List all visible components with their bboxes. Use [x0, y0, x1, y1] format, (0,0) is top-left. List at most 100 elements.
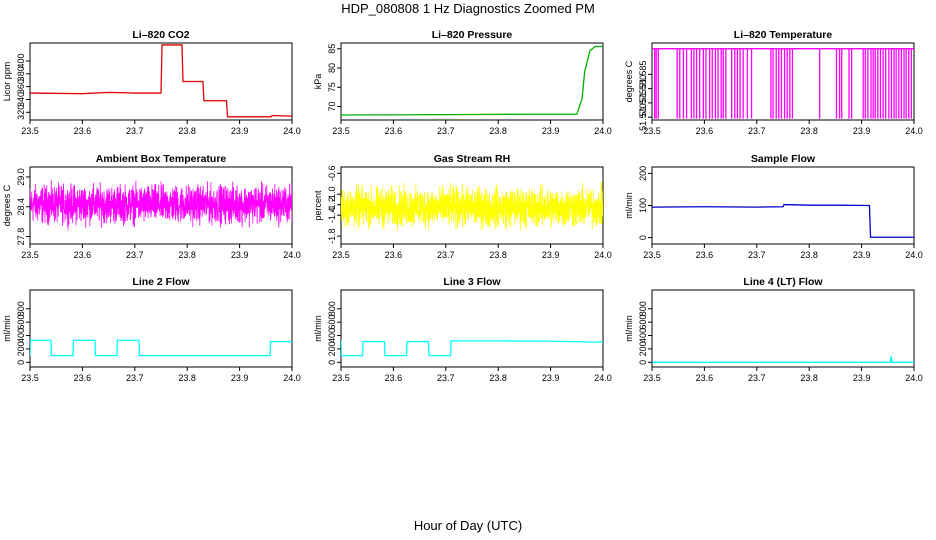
x-tick-label: 23.8: [178, 126, 196, 136]
x-tick-label: 23.9: [231, 373, 249, 383]
y-tick-label: 28.4: [16, 198, 26, 216]
y-tick-label: 75: [327, 82, 337, 92]
y-tick-label: 51.575: [638, 89, 648, 117]
chart-title: Gas Stream RH: [434, 153, 510, 165]
x-tick-label: 24.0: [905, 126, 923, 136]
chart-panel-5: Gas Stream RH percent 23.5 23.6 23.7 23.8 23.9…: [313, 153, 612, 260]
x-tick-label: 24.0: [283, 126, 301, 136]
x-tick-label: 23.5: [643, 250, 661, 260]
x-tick-label: 23.8: [489, 126, 507, 136]
x-tick-label: 23.7: [748, 126, 766, 136]
x-tick-label: 23.8: [800, 373, 818, 383]
y-tick-label: 70: [327, 102, 337, 112]
x-tick-label: 23.9: [853, 250, 871, 260]
chart-panel-3: Li–820 Temperature degrees C 23.5 23.6 23.7 2…: [624, 29, 923, 136]
x-tick-label: 23.5: [332, 250, 350, 260]
y-tick-label: 200: [16, 341, 26, 356]
y-axis-label: ml/min: [2, 315, 12, 342]
chart-panel-2: Li–820 Pressure kPa 23.5 23.6 23.7 23.8 23.9 24…: [313, 29, 612, 136]
y-tick-label: 800: [327, 301, 337, 316]
x-tick-label: 24.0: [594, 373, 612, 383]
chart-title: Li–820 CO2: [132, 29, 189, 41]
x-tick-label: 23.7: [748, 373, 766, 383]
chart-panel-8: Line 3 Flow ml/min 23.5 23.6 23.7 23.8 23.9 24.…: [313, 276, 612, 383]
chart-title: Ambient Box Temperature: [96, 153, 227, 165]
x-tick-label: 24.0: [594, 126, 612, 136]
series-line: [341, 45, 603, 116]
x-tick-label: 23.6: [74, 250, 92, 260]
chart-panel-7: Line 2 Flow ml/min 23.5 23.6 23.7 23.8 23.9 24.…: [2, 276, 301, 383]
chart-title: Li–820 Pressure: [432, 29, 513, 41]
y-tick-label: 400: [327, 328, 337, 343]
series-line: [652, 203, 914, 238]
y-tick-label: -1.4: [327, 207, 337, 223]
x-tick-label: 24.0: [283, 373, 301, 383]
x-tick-label: 23.8: [489, 250, 507, 260]
series-line: [30, 339, 292, 357]
y-tick-label: 0: [16, 360, 26, 365]
y-axis-label: ml/min: [313, 315, 323, 342]
series-line: [341, 182, 603, 231]
x-tick-label: 23.6: [696, 250, 714, 260]
plot-frame: [340, 289, 604, 368]
y-tick-label: -1.0: [327, 186, 337, 202]
y-tick-label: 29.0: [16, 168, 26, 186]
y-axis-label: Licor ppm: [2, 62, 12, 102]
plot-frame: [29, 42, 293, 121]
y-tick-label: 200: [638, 341, 648, 356]
y-tick-label: 320: [16, 105, 26, 120]
y-axis-label: ml/min: [624, 192, 634, 219]
y-tick-label: 400: [16, 328, 26, 343]
x-tick-label: 23.9: [853, 373, 871, 383]
y-tick-label: -0.6: [327, 166, 337, 182]
x-tick-label: 23.6: [385, 250, 403, 260]
x-tick-label: 23.8: [178, 250, 196, 260]
series-line: [341, 340, 603, 357]
y-tick-label: 400: [16, 53, 26, 68]
x-tick-label: 23.9: [542, 126, 560, 136]
x-tick-label: 23.7: [126, 250, 144, 260]
chart-title: Line 2 Flow: [132, 276, 190, 288]
y-tick-label: 360: [16, 79, 26, 94]
figure-x-axis-label: Hour of Day (UTC): [413, 518, 523, 533]
y-tick-label: 200: [638, 166, 648, 181]
x-tick-label: 23.6: [696, 373, 714, 383]
x-tick-label: 23.7: [437, 250, 455, 260]
plot-frame: [29, 289, 293, 368]
chart-panel-4: Ambient Box Temperature degrees C 23.5 23.6…: [2, 153, 301, 260]
x-tick-label: 23.5: [332, 126, 350, 136]
series-line: [652, 48, 914, 119]
y-tick-label: 800: [638, 301, 648, 316]
x-tick-label: 23.9: [542, 250, 560, 260]
x-tick-label: 23.7: [126, 126, 144, 136]
x-tick-label: 23.9: [231, 126, 249, 136]
y-tick-label: 600: [638, 315, 648, 330]
y-axis-label: ml/min: [624, 315, 634, 342]
y-tick-label: 27.8: [16, 228, 26, 246]
chart-panel-6: Sample Flow ml/min 23.5 23.6 23.7 23.8 23.9 24.…: [624, 153, 923, 260]
x-tick-label: 23.5: [21, 373, 39, 383]
y-tick-label: 0: [327, 360, 337, 365]
x-tick-label: 23.5: [643, 373, 661, 383]
y-tick-label: 800: [16, 301, 26, 316]
y-axis-label: kPa: [313, 74, 323, 90]
x-tick-label: 23.5: [21, 126, 39, 136]
x-tick-label: 23.5: [21, 250, 39, 260]
series-line: [30, 44, 292, 118]
y-tick-label: 100: [638, 198, 648, 213]
y-axis-label: percent: [313, 190, 323, 221]
x-tick-label: 23.6: [74, 373, 92, 383]
x-tick-label: 23.7: [748, 250, 766, 260]
y-axis-label: degrees C: [2, 184, 12, 226]
x-tick-label: 23.9: [231, 250, 249, 260]
x-tick-label: 23.6: [385, 126, 403, 136]
series-line: [652, 356, 914, 363]
x-tick-label: 23.5: [332, 373, 350, 383]
x-tick-label: 23.7: [437, 126, 455, 136]
x-tick-label: 23.6: [385, 373, 403, 383]
y-tick-label: 0: [638, 360, 648, 365]
x-tick-label: 23.7: [437, 373, 455, 383]
plot-frame: [651, 289, 915, 368]
y-tick-label: 0: [638, 235, 648, 240]
